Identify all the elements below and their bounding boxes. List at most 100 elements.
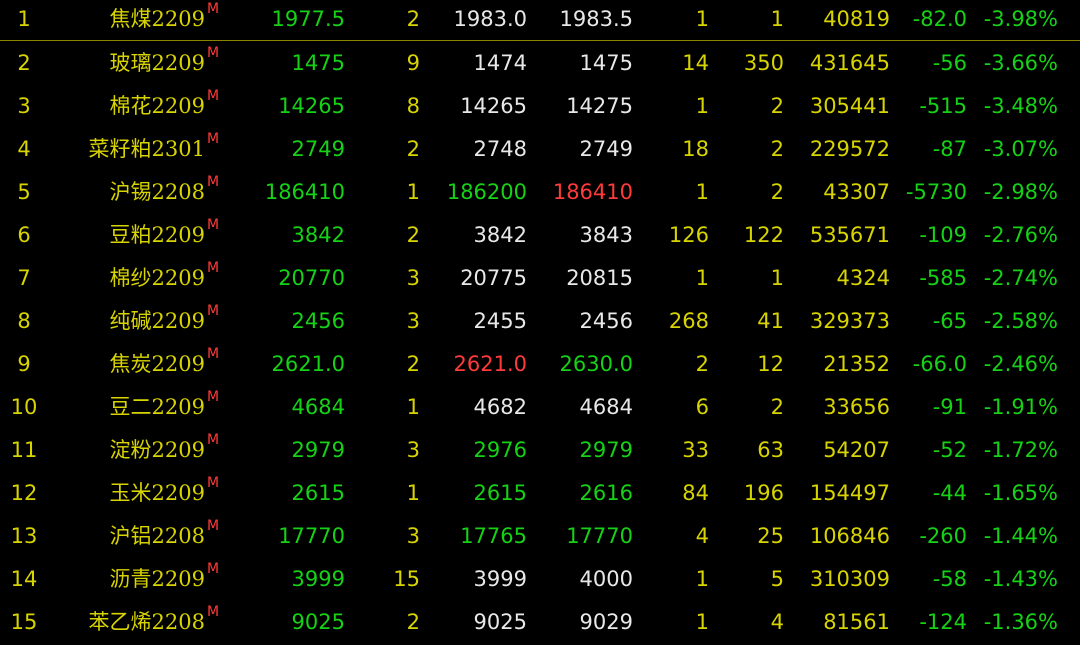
last-price: 9025 [291, 610, 345, 634]
percent-change: -1.44% [983, 524, 1058, 548]
table-row[interactable]: 11 淀粉2209 2979 3 2976 2979 33 63 54207 -52 -1.72% M [0, 429, 1080, 472]
ask-price: 3843 [579, 223, 633, 247]
last-volume: 8 [406, 94, 420, 118]
last-volume: 3 [406, 309, 420, 333]
contract-name: 焦煤2209 [109, 7, 205, 31]
last-price: 14265 [278, 94, 345, 118]
contract-name: 棉纱2209 [109, 266, 205, 290]
row-index: 15 [10, 610, 38, 634]
bid-volume: 1 [695, 610, 709, 634]
ask-volume: 1 [770, 7, 784, 31]
row-index: 9 [17, 352, 31, 376]
ask-price: 2979 [579, 438, 633, 462]
ask-price: 4684 [579, 395, 633, 419]
table-row[interactable]: 4 菜籽粕2301 2749 2 2748 2749 18 2 229572 -87 -3.07% M [0, 128, 1080, 171]
row-index: 6 [17, 223, 31, 247]
table-row[interactable]: 10 豆二2209 4684 1 4682 4684 6 2 33656 -91 -1.91% M [0, 386, 1080, 429]
price-change: -44 [932, 481, 967, 505]
last-price: 2456 [291, 309, 345, 333]
ask-price: 9029 [579, 610, 633, 634]
last-volume: 9 [406, 51, 420, 75]
row-index: 3 [17, 94, 31, 118]
table-row[interactable]: 3 棉花2209 14265 8 14265 14275 1 2 305441 -515 -3.48… [0, 85, 1080, 128]
bid-volume: 1 [695, 94, 709, 118]
row-index: 2 [17, 51, 31, 75]
bid-volume: 1 [695, 7, 709, 31]
bid-price: 17765 [460, 524, 527, 548]
price-change: -585 [919, 266, 967, 290]
open-interest: 81561 [823, 610, 890, 634]
last-price: 20770 [278, 266, 345, 290]
table-row[interactable]: 9 焦炭2209 2621.0 2 2621.0 2630.0 2 12 21352 -66.0-… [0, 343, 1080, 386]
ask-volume: 25 [757, 524, 784, 548]
ask-volume: 1 [770, 266, 784, 290]
table-row[interactable]: 8 纯碱2209 2456 3 2455 2456 268 41 329373 -65 -2.58%… [0, 300, 1080, 343]
contract-name: 豆二2209 [109, 395, 205, 419]
table-row[interactable]: 2 玻璃2209 1475 9 1474 1475 14 350 431645 -56 -3.66%… [0, 42, 1080, 85]
ask-volume: 122 [743, 223, 784, 247]
table-row[interactable]: 1 焦煤2209 1977.5 2 1983.0 1983.5 1 1 40819 -82.0 -3… [0, 0, 1080, 41]
last-volume: 3 [406, 266, 420, 290]
ask-volume: 350 [743, 51, 784, 75]
bid-volume: 1 [695, 180, 709, 204]
row-index: 13 [10, 524, 38, 548]
contract-name: 沪铝2208 [109, 524, 205, 548]
ask-price: 4000 [579, 567, 633, 591]
row-index: 4 [17, 137, 31, 161]
table-row[interactable]: 6 豆粕2209 3842 2 3842 3843 126 122 535671 -109 -2.7… [0, 214, 1080, 257]
open-interest: 305441 [809, 94, 890, 118]
table-row[interactable]: 13 沪铝2208 17770 3 17765 17770 4 25 106846 -260 -1.… [0, 515, 1080, 558]
last-price: 4684 [291, 395, 345, 419]
open-interest: 4324 [836, 266, 890, 290]
contract-name: 淀粉2209 [109, 438, 205, 462]
percent-change: -1.36% [983, 610, 1058, 634]
table-row[interactable]: 15 苯乙烯2208 9025 2 9025 9029 1 4 81561 -124 -1.36% M [0, 601, 1080, 644]
percent-change: -2.58% [983, 309, 1058, 333]
ask-price: 20815 [566, 266, 633, 290]
last-volume: 15 [393, 567, 420, 591]
contract-name: 沪锡2208 [109, 180, 205, 204]
open-interest: 329373 [809, 309, 890, 333]
percent-change: -2.46% [983, 352, 1058, 376]
open-interest: 106846 [809, 524, 890, 548]
row-index: 14 [10, 567, 38, 591]
table-row[interactable]: 5 沪锡2208 186410 1 186200 186410 1 2 43307 -5730 -2… [0, 171, 1080, 214]
row-index: 7 [17, 266, 31, 290]
ask-price: 2630.0 [559, 352, 633, 376]
last-price: 2979 [291, 438, 345, 462]
table-row[interactable]: 7 棉纱2209 20770 3 20775 20815 1 1 4324 -585 -2.74% M [0, 257, 1080, 300]
bid-price: 3842 [473, 223, 527, 247]
last-volume: 1 [406, 481, 420, 505]
bid-volume: 84 [682, 481, 709, 505]
price-change: -515 [919, 94, 967, 118]
bid-volume: 6 [695, 395, 709, 419]
last-volume: 2 [406, 223, 420, 247]
last-price: 2621.0 [271, 352, 345, 376]
ask-price: 2616 [579, 481, 633, 505]
bid-price: 2621.0 [453, 352, 527, 376]
table-row[interactable]: 12 玉米2209 2615 1 2615 2616 84 196 154497 -44 -1.65… [0, 472, 1080, 515]
row-divider [0, 40, 1080, 41]
last-volume: 3 [406, 524, 420, 548]
percent-change: -1.72% [983, 438, 1058, 462]
contract-name: 焦炭2209 [109, 352, 205, 376]
contract-name: 豆粕2209 [109, 223, 205, 247]
ask-volume: 5 [770, 567, 784, 591]
bid-price: 2615 [473, 481, 527, 505]
bid-price: 2455 [473, 309, 527, 333]
table-row[interactable]: 14 沥青2209 3999 15 3999 4000 1 5 310309 -58 -1.43% M [0, 558, 1080, 601]
main-contract-marker: M [207, 260, 220, 276]
percent-change: -2.98% [983, 180, 1058, 204]
main-contract-marker: M [207, 1, 220, 17]
bid-volume: 18 [682, 137, 709, 161]
price-change: -5730 [905, 180, 967, 204]
ask-price: 186410 [552, 180, 633, 204]
ask-volume: 63 [757, 438, 784, 462]
main-contract-marker: M [207, 217, 220, 233]
price-change: -58 [932, 567, 967, 591]
bid-volume: 1 [695, 266, 709, 290]
price-change: -52 [932, 438, 967, 462]
last-volume: 2 [406, 352, 420, 376]
price-change: -66.0 [912, 352, 967, 376]
bid-price: 1983.0 [453, 7, 527, 31]
